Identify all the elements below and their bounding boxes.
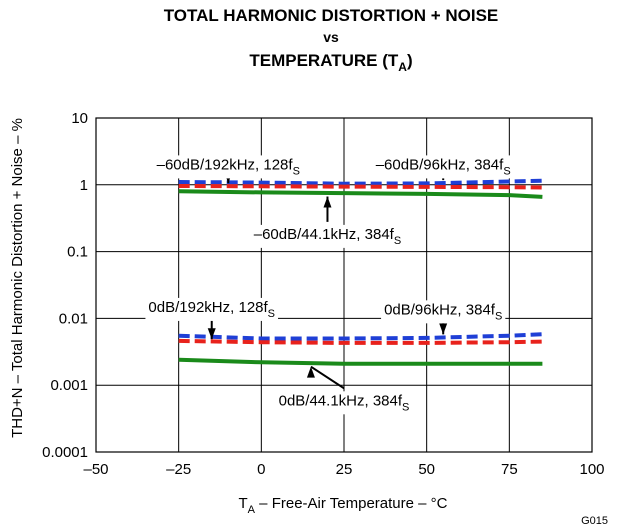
- y-tick-label: 0.0001: [42, 444, 88, 461]
- series-label-0: –60dB/96kHz, 384fS: [376, 156, 511, 177]
- series-label-background: [381, 300, 506, 324]
- series-label-5: 0dB/44.1kHz, 384fS: [279, 392, 410, 413]
- x-tick-label: 0: [257, 461, 265, 478]
- x-tick-label: –25: [166, 461, 191, 478]
- series-label-4: 0dB/192kHz, 128fS: [148, 299, 275, 320]
- x-tick-label: 25: [336, 461, 353, 478]
- annotation-arrowhead: [439, 323, 448, 335]
- y-tick-label: 0.001: [50, 377, 88, 394]
- x-tick-label: –50: [83, 461, 108, 478]
- y-tick-label: 1: [80, 177, 88, 194]
- series-label-background: [275, 391, 413, 415]
- series-line-4: [178, 338, 543, 345]
- y-tick-label: 10: [71, 110, 88, 127]
- x-tick-label: 75: [501, 461, 518, 478]
- chart-title-line-2: vs: [323, 29, 339, 45]
- series-label-2: –60dB/44.1kHz, 384fS: [254, 226, 401, 247]
- series-label-background: [250, 224, 405, 248]
- y-tick-label: 0.1: [67, 244, 88, 261]
- annotation-arrowhead: [207, 328, 216, 340]
- annotation-arrowhead: [323, 196, 332, 208]
- y-axis-label: THD+N – Total Harmonic Distortion + Nois…: [9, 118, 26, 438]
- x-tick-label: 50: [418, 461, 435, 478]
- tick-labels: –50 –25 0 25 50 75 100 0.0001 0.001 0.01 0.1 1 10: [42, 110, 604, 478]
- chart-title-line-1: TOTAL HARMONIC DISTORTION + NOISE: [164, 6, 499, 25]
- x-axis-label: TA – Free-Air Temperature – °C: [239, 495, 448, 516]
- y-tick-label: 0.01: [59, 310, 88, 327]
- series-line-2: [178, 189, 543, 199]
- series-lines: [178, 178, 543, 366]
- series-line-3: [178, 332, 543, 341]
- series-line-1: [178, 184, 543, 190]
- series-label-3: 0dB/96kHz, 384fS: [384, 301, 502, 322]
- series-line-5: [178, 357, 543, 366]
- annotation-arrowhead: [306, 366, 315, 378]
- series-label-background: [372, 155, 514, 179]
- plot-frame: [95, 117, 593, 453]
- series-line-0: [178, 178, 543, 186]
- figure-id: G015: [581, 515, 608, 527]
- series-label-background: [145, 297, 279, 321]
- annotations: –60dB/192kHz, 128fS –60dB/96kHz, 384fS –60…: [145, 155, 514, 415]
- x-tick-label: 100: [579, 461, 604, 478]
- series-label-background: [153, 155, 303, 179]
- chart-title-line-3: TEMPERATURE (TA): [249, 51, 412, 74]
- series-label-1: –60dB/192kHz, 128fS: [157, 156, 300, 177]
- annotation-leader: [310, 365, 345, 390]
